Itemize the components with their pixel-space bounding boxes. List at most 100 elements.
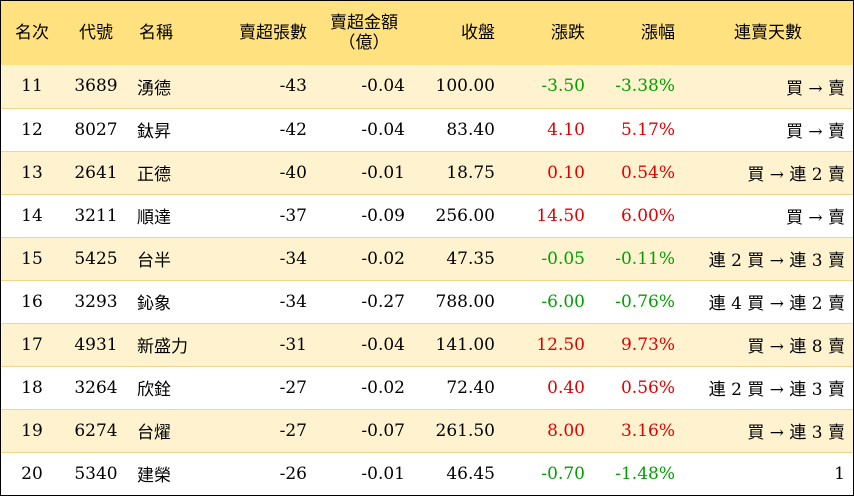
cell-close: 100.00: [435, 76, 495, 97]
cell-net-sell-shares: -37: [279, 205, 307, 226]
cell-rank: 16: [21, 291, 43, 312]
cell-change: 0.40: [547, 377, 585, 398]
cell-change-pct: 5.17%: [620, 119, 675, 140]
cell-code: 3264: [74, 377, 118, 398]
cell-close: 18.75: [446, 162, 495, 183]
cell-net-sell-amount: -0.02: [361, 248, 405, 269]
cell-stock-name: 鈦昇: [137, 122, 171, 142]
header-change[interactable]: 漲跌: [551, 23, 585, 43]
cell-rank: 13: [21, 162, 43, 183]
cell-streak: 連 4 買 → 連 2 賣: [708, 294, 845, 314]
table-row[interactable]: 13 2641 正德 -40 -0.01 18.75 0.10 0.54% 買 → 連 2 賣: [1, 151, 853, 194]
table-row[interactable]: 18 3264 欣銓 -27 -0.02 72.40 0.40 0.56% 連 2 買 → 連 …: [1, 366, 853, 409]
cell-change-pct: 0.54%: [620, 162, 675, 183]
header-close[interactable]: 收盤: [461, 23, 495, 43]
cell-code: 2641: [74, 162, 118, 183]
cell-stock-name: 鈊象: [137, 294, 171, 314]
cell-change: 4.10: [547, 119, 585, 140]
cell-change-pct: -0.11%: [615, 248, 675, 269]
cell-streak: 買 → 賣: [785, 78, 845, 99]
table-row[interactable]: 20 5340 建榮 -26 -0.01 46.45 -0.70 -1.48% 1: [1, 452, 853, 495]
table-body: 11 3689 湧德 -43 -0.04 100.00 -3.50 -3.38% 買 → 賣 12…: [1, 65, 853, 495]
cell-stock-name: 欣銓: [137, 380, 171, 400]
cell-stock-name: 順達: [137, 208, 171, 228]
cell-close: 46.45: [446, 463, 495, 484]
table-row[interactable]: 11 3689 湧德 -43 -0.04 100.00 -3.50 -3.38% 買 → 賣: [1, 65, 853, 108]
cell-change-pct: 6.00%: [620, 205, 675, 226]
header-net-sell-amount-unit: （億）: [338, 33, 390, 53]
cell-close: 83.40: [446, 119, 495, 140]
header-change-pct[interactable]: 漲幅: [641, 23, 675, 43]
cell-change-pct: -1.48%: [615, 463, 675, 484]
cell-stock-name: 湧德: [137, 78, 171, 99]
header-streak[interactable]: 連賣天數: [734, 23, 802, 43]
header-rank[interactable]: 名次: [15, 23, 49, 43]
cell-stock-name: 正德: [137, 165, 171, 185]
header-name[interactable]: 名稱: [139, 23, 173, 43]
cell-change-pct: 3.16%: [620, 420, 675, 441]
cell-streak: 買 → 連 8 賣: [747, 337, 845, 357]
cell-net-sell-amount: -0.09: [361, 205, 405, 226]
cell-streak: 1: [834, 463, 845, 484]
cell-stock-name: 新盛力: [137, 337, 188, 357]
cell-change-pct: -0.76%: [615, 291, 675, 312]
cell-net-sell-amount: -0.01: [361, 463, 405, 484]
cell-net-sell-shares: -42: [279, 119, 307, 140]
cell-close: 141.00: [435, 334, 495, 355]
cell-net-sell-shares: -40: [279, 162, 307, 183]
header-net-sell-amount[interactable]: 賣超金額 （億）: [315, 1, 413, 65]
cell-stock-name: 建榮: [137, 466, 171, 487]
cell-change: -0.70: [541, 463, 585, 484]
header-code[interactable]: 代號: [79, 23, 113, 43]
table-row[interactable]: 16 3293 鈊象 -34 -0.27 788.00 -6.00 -0.76% 連 4 買 →…: [1, 280, 853, 323]
cell-code: 3211: [74, 205, 118, 226]
table-row[interactable]: 14 3211 順達 -37 -0.09 256.00 14.50 6.00% 買 → 賣: [1, 194, 853, 237]
cell-net-sell-amount: -0.04: [361, 76, 405, 97]
table-row[interactable]: 15 5425 台半 -34 -0.02 47.35 -0.05 -0.11% 連 2 買 → …: [1, 237, 853, 280]
header-net-sell-shares[interactable]: 賣超張數: [239, 23, 307, 43]
cell-rank: 18: [21, 377, 43, 398]
cell-rank: 14: [21, 205, 43, 226]
cell-net-sell-amount: -0.02: [361, 377, 405, 398]
cell-streak: 買 → 賣: [785, 122, 845, 142]
table-header: 名次 代號 名稱 賣超張數 賣超金額 （億） 收盤 漲跌 漲幅 連賣天數: [1, 1, 853, 65]
cell-change: 12.50: [536, 334, 585, 355]
cell-change: 0.10: [547, 162, 585, 183]
cell-net-sell-amount: -0.07: [361, 420, 405, 441]
cell-net-sell-shares: -34: [279, 248, 307, 269]
cell-code: 5340: [74, 463, 118, 484]
table-row[interactable]: 17 4931 新盛力 -31 -0.04 141.00 12.50 9.73% 買 → 連 8…: [1, 323, 853, 366]
cell-streak: 連 2 買 → 連 3 賣: [708, 251, 845, 271]
cell-close: 72.40: [446, 377, 495, 398]
cell-change-pct: -3.38%: [615, 76, 675, 97]
cell-close: 47.35: [446, 248, 495, 269]
cell-change-pct: 0.56%: [620, 377, 675, 398]
header-row: 名次 代號 名稱 賣超張數 賣超金額 （億） 收盤 漲跌 漲幅 連賣天數: [1, 1, 853, 65]
cell-close: 256.00: [435, 205, 495, 226]
cell-change: -3.50: [541, 76, 585, 97]
cell-code: 6274: [74, 420, 118, 441]
cell-streak: 買 → 賣: [785, 208, 845, 228]
cell-net-sell-shares: -27: [279, 420, 307, 441]
cell-net-sell-shares: -31: [279, 334, 307, 355]
cell-change: 14.50: [536, 205, 585, 226]
cell-net-sell-shares: -34: [279, 291, 307, 312]
cell-net-sell-amount: -0.04: [361, 334, 405, 355]
cell-rank: 11: [21, 76, 43, 97]
cell-net-sell-amount: -0.27: [361, 291, 405, 312]
cell-code: 4931: [74, 334, 118, 355]
cell-rank: 20: [21, 463, 43, 484]
cell-change: -6.00: [541, 291, 585, 312]
cell-streak: 連 2 買 → 連 3 賣: [708, 380, 845, 400]
cell-net-sell-shares: -27: [279, 377, 307, 398]
table-row[interactable]: 12 8027 鈦昇 -42 -0.04 83.40 4.10 5.17% 買 → 賣: [1, 108, 853, 151]
cell-change-pct: 9.73%: [620, 334, 675, 355]
cell-rank: 17: [21, 334, 43, 355]
cell-streak: 買 → 連 3 賣: [747, 423, 845, 443]
cell-close: 261.50: [435, 420, 495, 441]
table-row[interactable]: 19 6274 台燿 -27 -0.07 261.50 8.00 3.16% 買 → 連 3 賣: [1, 409, 853, 452]
cell-code: 5425: [74, 248, 118, 269]
cell-rank: 15: [21, 248, 43, 269]
